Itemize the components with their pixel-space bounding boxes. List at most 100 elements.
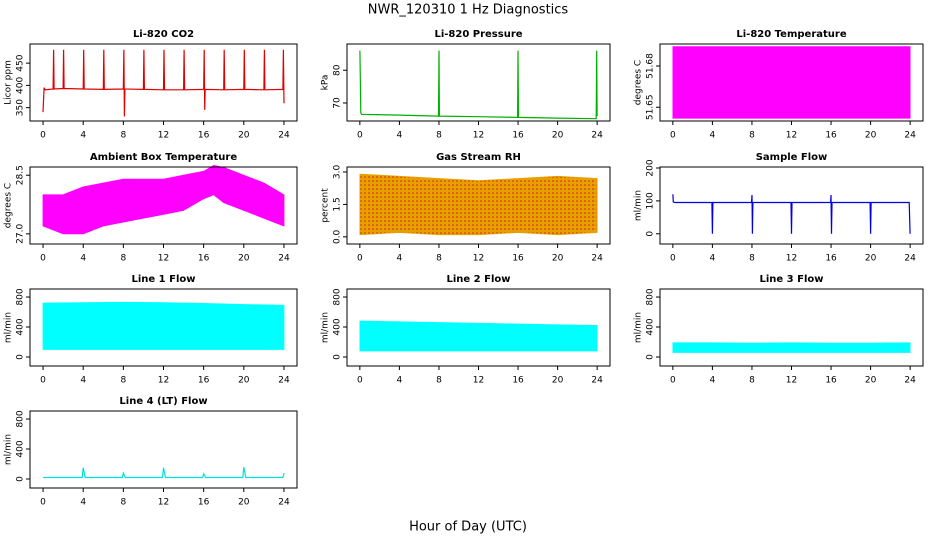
x-tick-label: 8 <box>436 254 442 264</box>
panel-title: Gas Stream RH <box>436 152 521 163</box>
x-tick-label: 8 <box>436 131 442 141</box>
y-tick-label: 800 <box>333 288 343 305</box>
x-tick-label: 0 <box>40 498 46 508</box>
x-tick-label: 16 <box>198 376 210 386</box>
y-tick-label: 28.5 <box>16 165 26 185</box>
data-band <box>359 173 598 236</box>
x-tick-label: 24 <box>591 131 603 141</box>
x-tick-label: 4 <box>710 376 716 386</box>
x-tick-label: 8 <box>749 131 755 141</box>
x-tick-label: 20 <box>238 131 250 141</box>
y-tick-label: 70 <box>333 97 343 109</box>
y-tick-label: 0 <box>333 354 343 360</box>
y-tick-label: 0 <box>16 354 26 360</box>
x-tick-label: 0 <box>40 131 46 141</box>
y-tick-label: 450 <box>16 54 26 71</box>
x-tick-label: 4 <box>80 376 86 386</box>
y-axis-label: ml/min <box>4 312 14 343</box>
y-axis-label: Licor ppm <box>4 60 14 105</box>
data-band <box>672 46 911 119</box>
x-tick-label: 12 <box>473 254 484 264</box>
x-tick-label: 0 <box>357 131 363 141</box>
x-tick-label: 20 <box>552 254 564 264</box>
y-tick-label: 100 <box>646 192 656 209</box>
y-tick-label: 200 <box>646 159 656 176</box>
y-tick-label: 80 <box>333 64 343 76</box>
x-tick-label: 8 <box>749 254 755 264</box>
x-tick-label: 16 <box>198 254 210 264</box>
x-tick-label: 0 <box>40 254 46 264</box>
x-tick-label: 24 <box>591 254 603 264</box>
x-tick-label: 16 <box>825 376 837 386</box>
x-tick-label: 0 <box>670 131 676 141</box>
x-tick-label: 20 <box>865 376 877 386</box>
x-tick-label: 16 <box>512 376 524 386</box>
x-tick-label: 20 <box>238 498 250 508</box>
x-tick-label: 24 <box>904 131 916 141</box>
y-tick-label: 350 <box>16 99 26 116</box>
x-tick-label: 8 <box>120 254 126 264</box>
y-tick-label: 27.0 <box>16 224 26 244</box>
y-axis-label: ml/min <box>634 312 644 343</box>
x-tick-label: 20 <box>238 376 250 386</box>
y-tick-label: 400 <box>16 318 26 335</box>
x-tick-label: 0 <box>670 254 676 264</box>
y-tick-label: 1.5 <box>333 197 343 211</box>
y-axis-label: kPa <box>321 75 331 91</box>
panel-title: Ambient Box Temperature <box>90 152 237 163</box>
x-tick-label: 4 <box>80 254 86 264</box>
plot-box <box>346 43 611 122</box>
x-tick-label: 16 <box>198 131 210 141</box>
y-tick-label: 0 <box>16 476 26 482</box>
chart-title: NWR_120310 1 Hz Diagnostics <box>368 3 569 18</box>
y-tick-label: 51.65 <box>646 94 656 120</box>
x-tick-label: 0 <box>40 376 46 386</box>
x-tick-label: 16 <box>825 131 837 141</box>
x-tick-label: 24 <box>904 254 916 264</box>
x-tick-label: 12 <box>473 131 484 141</box>
x-tick-label: 8 <box>120 498 126 508</box>
y-axis-label: ml/min <box>4 434 14 465</box>
y-tick-label: 51.68 <box>646 53 656 79</box>
y-tick-label: 800 <box>16 410 26 427</box>
x-tick-label: 16 <box>198 498 210 508</box>
panel-title: Line 1 Flow <box>132 274 196 285</box>
y-axis-label: ml/min <box>634 190 644 221</box>
x-tick-label: 4 <box>397 254 403 264</box>
x-tick-label: 0 <box>670 376 676 386</box>
x-tick-label: 12 <box>158 131 169 141</box>
x-tick-label: 4 <box>80 498 86 508</box>
plot-box <box>29 410 298 489</box>
x-tick-label: 8 <box>749 376 755 386</box>
x-tick-label: 24 <box>904 376 916 386</box>
x-axis-label: Hour of Day (UTC) <box>409 520 527 535</box>
x-tick-label: 4 <box>397 131 403 141</box>
data-line <box>42 49 285 117</box>
y-tick-label: 400 <box>16 440 26 457</box>
plot-box <box>659 288 924 367</box>
x-tick-label: 24 <box>278 498 290 508</box>
x-tick-label: 12 <box>473 376 484 386</box>
y-tick-label: 800 <box>16 288 26 305</box>
y-tick-label: 0 <box>646 231 656 237</box>
y-tick-label: 400 <box>16 77 26 94</box>
x-tick-label: 12 <box>158 254 169 264</box>
y-tick-label: 3.0 <box>333 165 343 180</box>
x-tick-label: 0 <box>357 376 363 386</box>
x-tick-label: 20 <box>865 131 877 141</box>
x-tick-label: 4 <box>397 376 403 386</box>
x-tick-label: 8 <box>436 376 442 386</box>
y-axis-label: ml/min <box>321 312 331 343</box>
panel-title: Line 3 Flow <box>760 274 824 285</box>
data-line <box>43 466 285 479</box>
data-band <box>672 342 911 353</box>
panel-title: Sample Flow <box>756 152 828 163</box>
panel-title: Line 4 (LT) Flow <box>119 396 207 407</box>
x-tick-label: 12 <box>786 131 797 141</box>
data-band <box>42 301 285 350</box>
x-tick-label: 24 <box>278 254 290 264</box>
y-tick-label: 400 <box>646 318 656 335</box>
y-axis-label: degrees C <box>4 183 14 228</box>
x-tick-label: 16 <box>512 131 524 141</box>
